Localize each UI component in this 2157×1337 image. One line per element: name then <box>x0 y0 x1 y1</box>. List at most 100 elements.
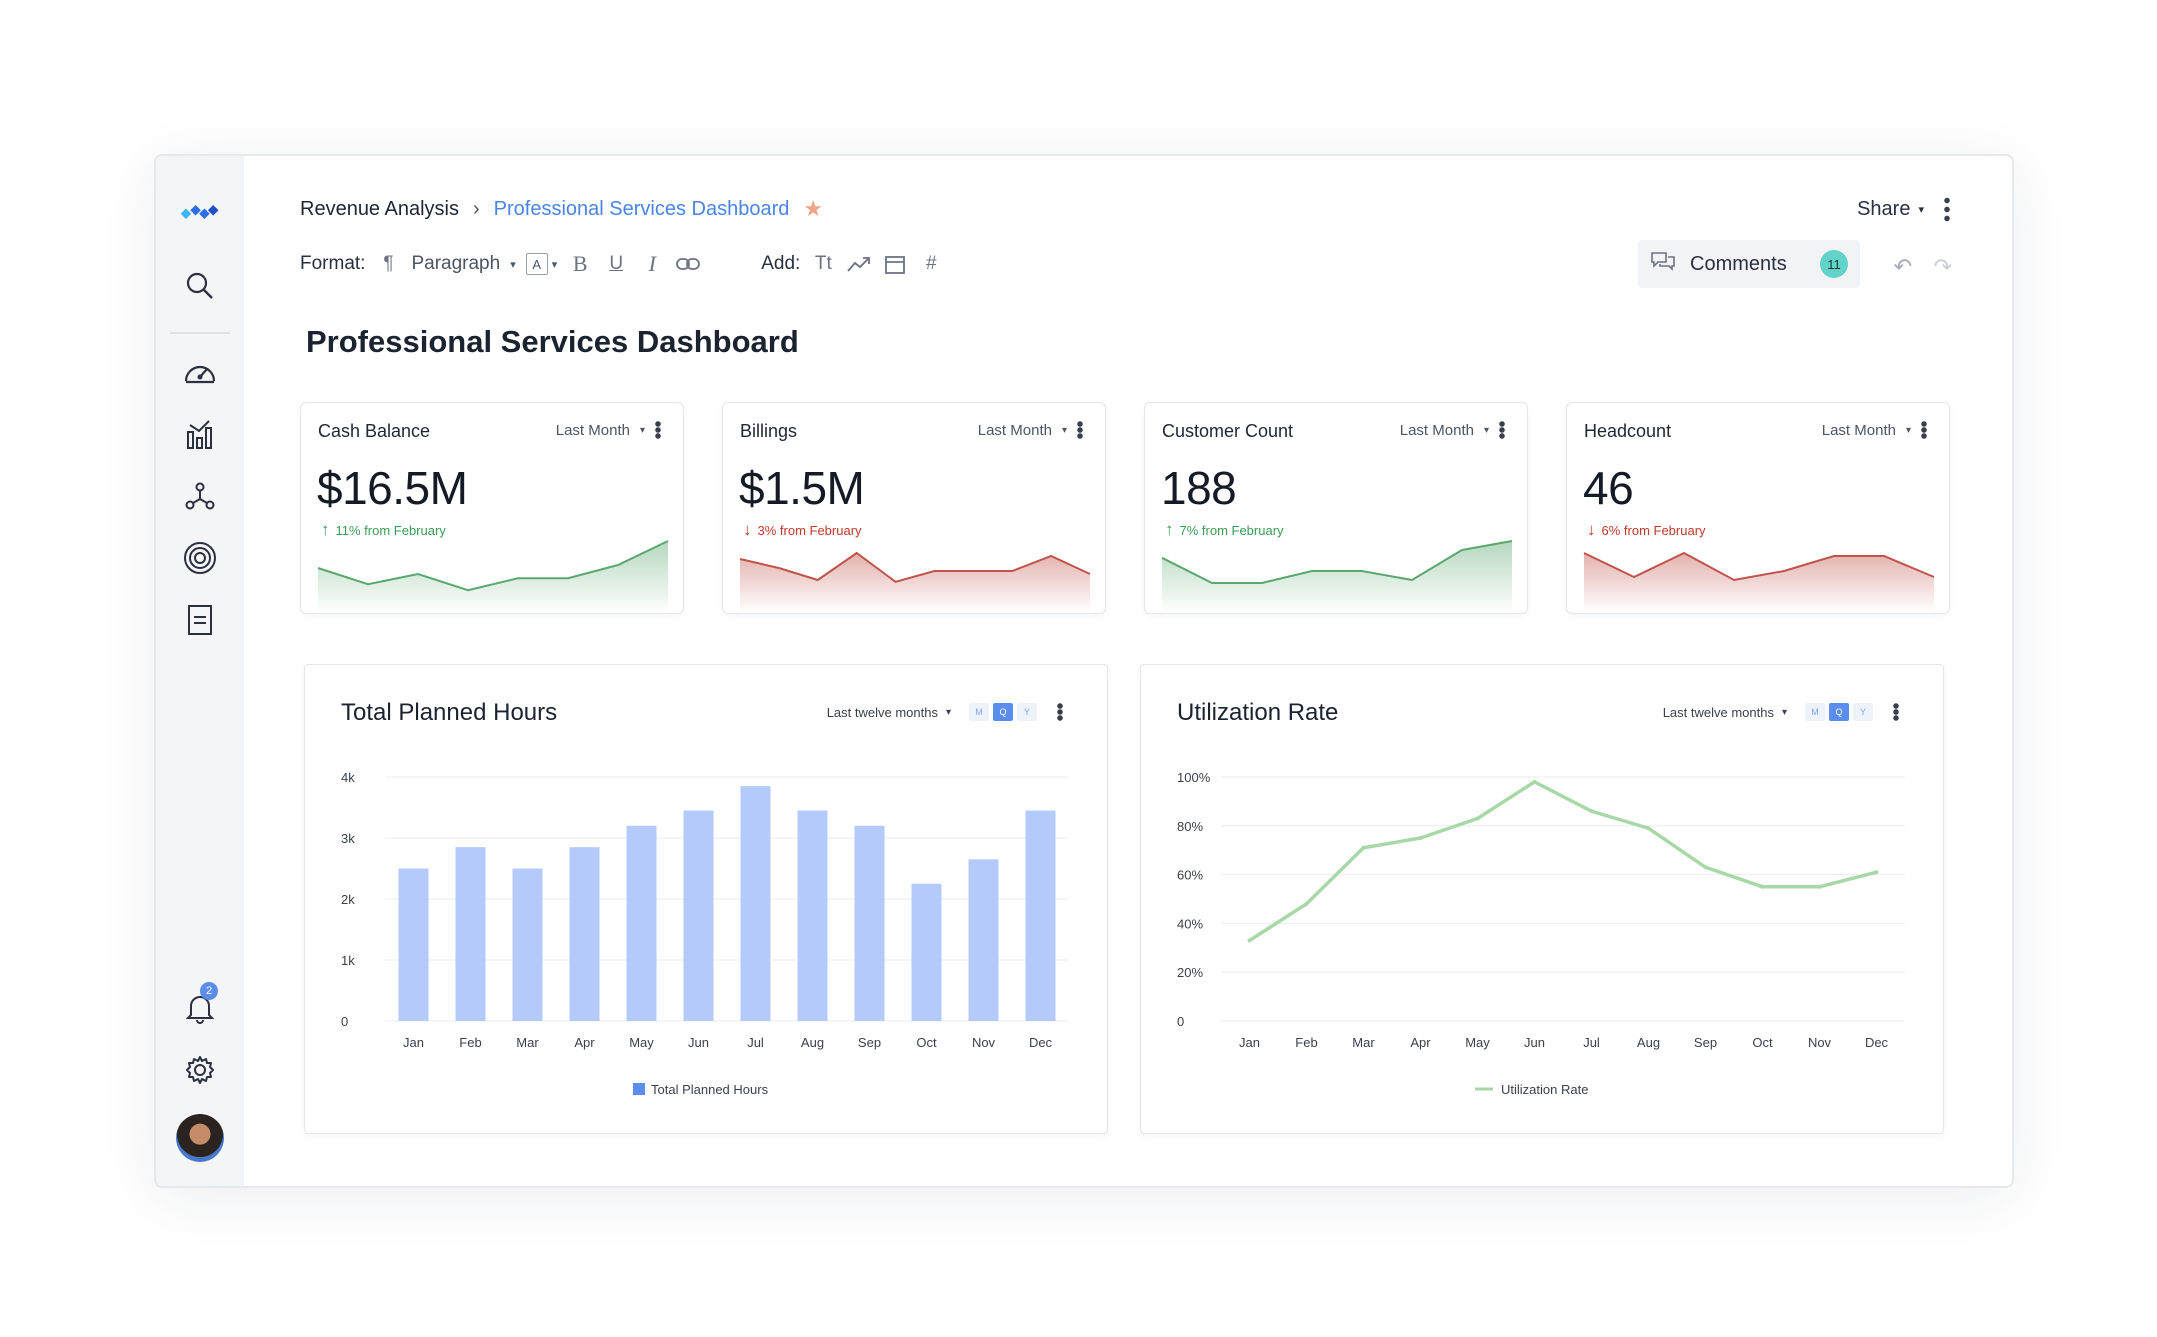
font-color-button[interactable]: A <box>525 253 548 275</box>
target-icon[interactable] <box>178 536 222 580</box>
bar[interactable] <box>854 825 885 1021</box>
kpi-card[interactable]: Cash Balance Last Month ▾ $16.5M ↑ 11% from F… <box>300 402 684 614</box>
search-icon[interactable] <box>178 264 222 308</box>
data-point[interactable] <box>1817 884 1822 889</box>
underline-button[interactable]: U <box>609 253 624 274</box>
kpi-period-select[interactable]: Last Month ▾ <box>556 421 661 439</box>
year-toggle[interactable]: Y <box>1017 703 1037 721</box>
data-point[interactable] <box>1760 884 1765 889</box>
data-point[interactable] <box>1874 870 1879 875</box>
data-point[interactable] <box>1589 809 1594 814</box>
kpi-period[interactable]: Last Month <box>1821 421 1896 439</box>
bold-button[interactable]: B <box>572 251 588 276</box>
paragraph-select[interactable]: Paragraph <box>411 253 501 274</box>
more-options-icon[interactable] <box>1944 196 1950 222</box>
x-tick-label: Oct <box>1752 1035 1773 1050</box>
data-point[interactable] <box>1532 779 1537 784</box>
breadcrumb-current[interactable]: Professional Services Dashboard <box>493 197 790 220</box>
comments-button[interactable]: Comments 11 <box>1638 240 1860 288</box>
pilcrow-icon: ¶ <box>383 253 394 274</box>
data-point[interactable] <box>1304 901 1309 906</box>
caret-down-icon: ▾ <box>1905 424 1911 436</box>
hash-button[interactable]: # <box>926 253 937 274</box>
text-tool-button[interactable]: Tt <box>814 253 832 274</box>
gear-icon[interactable] <box>178 1048 222 1092</box>
breadcrumb-parent[interactable]: Revenue Analysis <box>300 197 459 220</box>
caret-down-icon: ▾ <box>1918 203 1924 216</box>
page-title: Professional Services Dashboard <box>306 324 799 359</box>
more-options-icon[interactable] <box>1057 703 1063 721</box>
kpi-period-select[interactable]: Last Month ▾ <box>978 421 1083 439</box>
range-select[interactable]: Last twelve months <box>826 704 938 720</box>
gauge-icon[interactable] <box>178 350 222 394</box>
undo-icon[interactable]: ↶ <box>1893 254 1912 279</box>
y-tick-label: 0 <box>1177 1014 1184 1029</box>
x-tick-label: May <box>629 1035 654 1050</box>
bar[interactable] <box>797 810 828 1021</box>
bar[interactable] <box>626 825 657 1021</box>
panel-controls: Last twelve months ▾ M Q Y <box>1663 703 1899 721</box>
data-point[interactable] <box>1418 836 1423 840</box>
bar[interactable] <box>968 859 999 1021</box>
quarter-toggle[interactable]: Q <box>1829 703 1849 721</box>
avatar[interactable] <box>176 1114 224 1162</box>
bell-icon[interactable]: 2 <box>178 982 222 1030</box>
more-options-icon[interactable] <box>655 421 661 439</box>
share-button[interactable]: Share <box>1857 197 1911 220</box>
bar[interactable] <box>1025 810 1056 1021</box>
redo-icon[interactable]: ↷ <box>1933 254 1952 279</box>
trend-chart-icon[interactable] <box>846 250 872 278</box>
bar[interactable] <box>512 868 543 1022</box>
bar[interactable] <box>740 786 771 1021</box>
panel-title: Utilization Rate <box>1177 699 1339 726</box>
x-tick-label: Mar <box>1352 1035 1375 1050</box>
data-point[interactable] <box>1361 845 1366 850</box>
network-icon[interactable] <box>178 474 222 518</box>
calendar-icon[interactable] <box>882 250 908 278</box>
bar[interactable] <box>683 810 714 1021</box>
kpi-period[interactable]: Last Month <box>977 421 1052 439</box>
y-tick-label: 60% <box>1177 868 1203 883</box>
kpi-card[interactable]: Headcount Last Month ▾ 46 ↓ 6% from February <box>1566 402 1950 614</box>
italic-button[interactable]: I <box>648 251 656 276</box>
data-point[interactable] <box>1646 826 1651 831</box>
series-line[interactable] <box>1248 780 1877 942</box>
x-tick-label: Dec <box>1865 1035 1889 1050</box>
more-options-icon[interactable] <box>1921 421 1927 439</box>
kpi-card[interactable]: Billings Last Month ▾ $1.5M ↓ 3% from Februar… <box>722 402 1106 614</box>
kpi-period[interactable]: Last Month <box>555 421 630 439</box>
bar[interactable] <box>569 847 600 1021</box>
x-tick-label: Aug <box>801 1035 824 1050</box>
link-icon[interactable] <box>675 250 701 278</box>
more-options-icon[interactable] <box>1893 703 1899 721</box>
range-select[interactable]: Last twelve months <box>1662 704 1774 720</box>
data-point[interactable] <box>1703 865 1708 870</box>
logo-icon[interactable] <box>178 190 222 234</box>
year-toggle[interactable]: Y <box>1853 703 1873 721</box>
star-icon[interactable]: ★ <box>803 196 824 221</box>
kpi-period-select[interactable]: Last Month ▾ <box>1822 421 1927 439</box>
share-menu[interactable]: Share ▾ <box>1857 196 1950 222</box>
caret-down-icon: ▾ <box>1061 424 1067 436</box>
kpi-card[interactable]: Customer Count Last Month ▾ 188 ↑ 7% from Feb… <box>1144 402 1528 614</box>
comments-label: Comments <box>1690 252 1787 275</box>
data-point[interactable] <box>1475 816 1480 821</box>
kpi-value: 46 <box>1583 462 1634 514</box>
x-tick-label: Nov <box>1808 1035 1832 1050</box>
month-toggle[interactable]: M <box>1805 703 1825 721</box>
document-icon[interactable] <box>178 598 222 642</box>
kpi-period[interactable]: Last Month <box>1399 421 1474 439</box>
month-toggle[interactable]: M <box>969 703 989 721</box>
breadcrumb: Revenue Analysis › Professional Services… <box>300 196 823 222</box>
bar[interactable] <box>455 847 486 1021</box>
bar[interactable] <box>398 868 429 1022</box>
quarter-toggle[interactable]: Q <box>993 703 1013 721</box>
kpi-period-select[interactable]: Last Month ▾ <box>1400 421 1505 439</box>
chat-bubble-icon <box>1650 250 1676 278</box>
notification-badge: 2 <box>200 982 218 1000</box>
more-options-icon[interactable] <box>1499 421 1505 439</box>
chart-icon[interactable] <box>178 412 222 456</box>
data-point[interactable] <box>1247 938 1252 943</box>
bar[interactable] <box>911 883 942 1021</box>
more-options-icon[interactable] <box>1077 421 1083 439</box>
